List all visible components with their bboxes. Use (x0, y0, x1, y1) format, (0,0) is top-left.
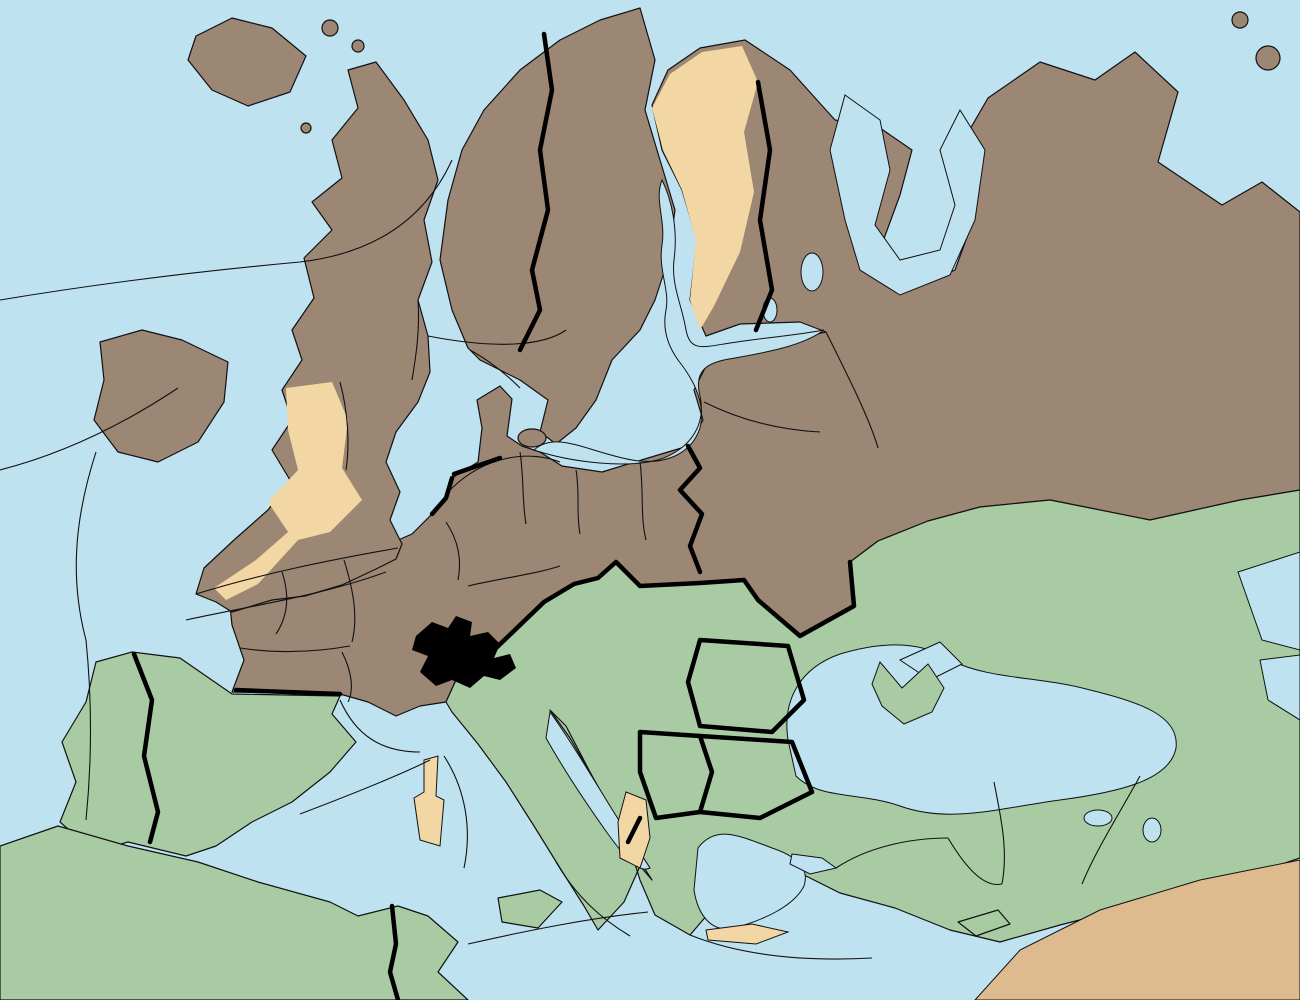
crimea-peninsula (871, 661, 945, 725)
switzerland-impassable (412, 616, 516, 688)
landmass-brown (93, 7, 1300, 717)
borders-thick (131, 31, 857, 1000)
landmass-tan-syria (974, 859, 1300, 1000)
borders-thin (0, 159, 1141, 960)
landmass-peach (214, 46, 758, 600)
landmass-green (0, 489, 1300, 1000)
